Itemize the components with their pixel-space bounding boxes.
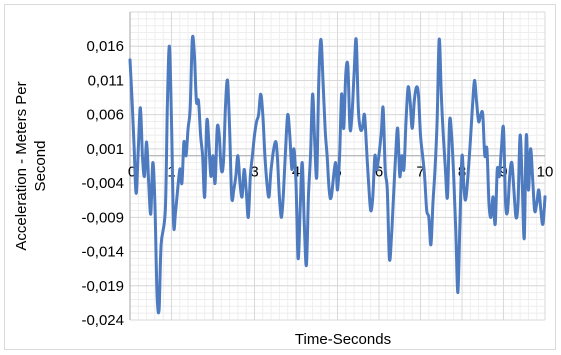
- y-tick-label: 0,006: [86, 107, 124, 124]
- y-tick-label: -0,014: [81, 244, 124, 261]
- y-tick-label: -0,019: [81, 278, 124, 295]
- y-axis-title: Acceleration - Meters Per Second: [13, 81, 49, 250]
- y-tick-label: -0,009: [81, 209, 124, 226]
- y-tick-label: 0,001: [86, 141, 124, 158]
- y-tick-label: -0,004: [81, 175, 124, 192]
- y-tick-label: -0,024: [81, 312, 124, 329]
- y-tick-labels: 0,016 0,011 0,006 0,001 -0,004 -0,009 -0,014 -0…: [81, 38, 124, 329]
- series-layer: [128, 34, 547, 315]
- x-axis-title: Time-Seconds: [295, 331, 391, 348]
- y-tick-label: 0,016: [86, 38, 124, 55]
- x-tick-label: 7: [416, 164, 424, 181]
- x-tick-label: 3: [250, 164, 258, 181]
- y-tick-label: 0,011: [88, 72, 124, 89]
- x-tick-label: 6: [375, 164, 383, 181]
- series-line: [128, 34, 547, 315]
- y-axis-title-text: Acceleration - Meters Per Second: [13, 81, 49, 250]
- x-tick-label: 0: [128, 164, 136, 181]
- x-tick-label: 10: [537, 164, 554, 181]
